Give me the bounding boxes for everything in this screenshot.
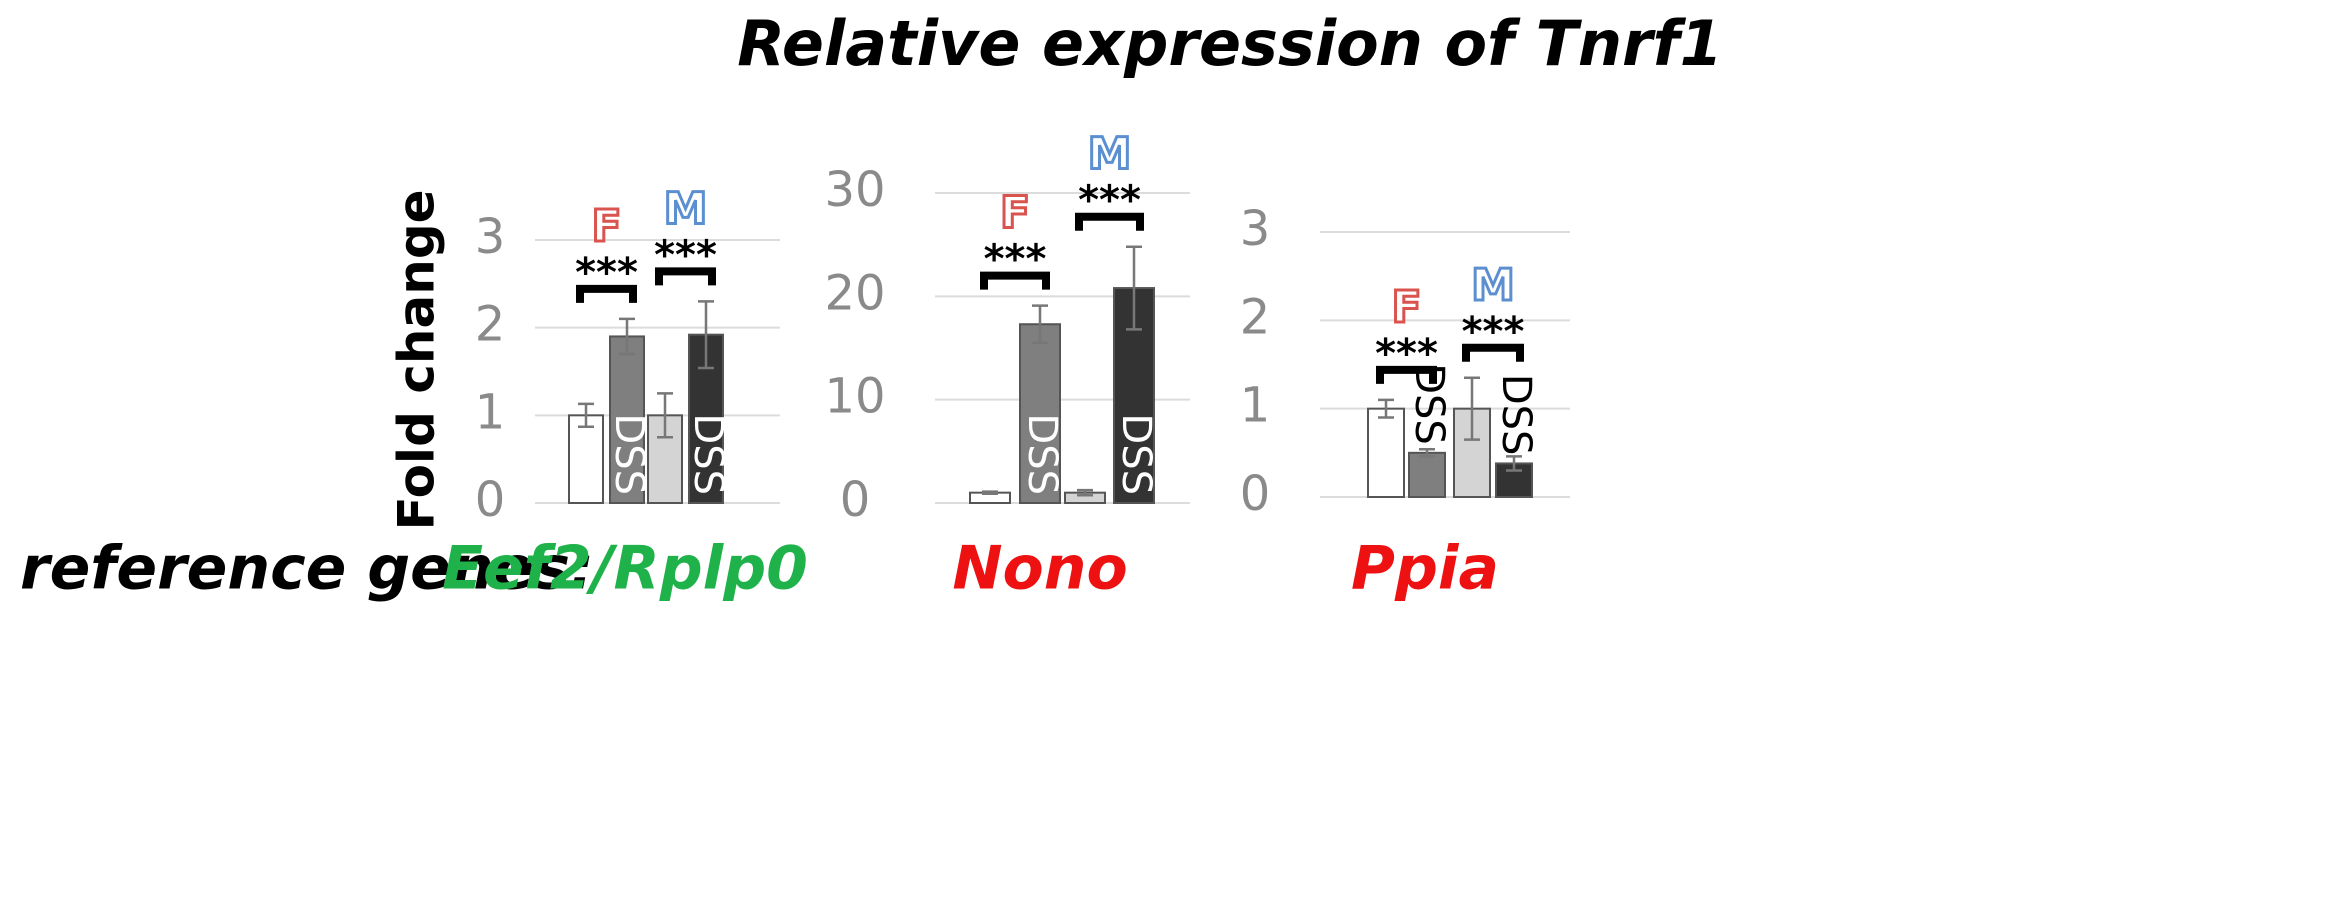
significance: *** bbox=[575, 250, 638, 296]
title: Relative expression of Tnrf1 bbox=[737, 7, 1722, 80]
reference-gene: Ppia bbox=[1351, 534, 1499, 604]
bar bbox=[568, 414, 604, 505]
y-tick-label: 3 bbox=[1240, 201, 1271, 257]
group-label: M bbox=[1471, 260, 1515, 311]
y-tick-label: 2 bbox=[475, 297, 506, 353]
error-bar bbox=[1464, 376, 1480, 441]
significance: *** bbox=[1078, 178, 1141, 224]
significance-bracket bbox=[1462, 343, 1524, 362]
significance: *** bbox=[1375, 331, 1438, 377]
significance: *** bbox=[654, 232, 717, 278]
error-bar bbox=[698, 300, 714, 370]
bar-label: DSS bbox=[606, 413, 652, 495]
significance-bracket bbox=[1075, 212, 1144, 231]
error-bar bbox=[1077, 488, 1093, 497]
bar bbox=[1019, 323, 1061, 504]
y-tick-label: 1 bbox=[1240, 378, 1271, 434]
reference-gene: Eef2/Rplp0 bbox=[442, 534, 808, 604]
significance: *** bbox=[984, 237, 1047, 283]
error-bar bbox=[619, 317, 635, 356]
bar bbox=[1367, 407, 1405, 498]
group-label: F bbox=[591, 201, 621, 252]
group-label: F bbox=[1000, 188, 1030, 239]
group-label: M bbox=[1088, 129, 1132, 180]
error-bar bbox=[1126, 245, 1142, 331]
y-tick-label: 0 bbox=[475, 472, 506, 528]
error-bar bbox=[1419, 448, 1435, 458]
y-axis-label: Fold change bbox=[388, 189, 446, 530]
error-bar bbox=[1378, 398, 1394, 419]
y-tick-label: 20 bbox=[824, 265, 885, 321]
significance-bracket bbox=[980, 271, 1050, 290]
error-bar bbox=[657, 392, 673, 439]
y-tick-label: 30 bbox=[824, 162, 885, 218]
error-bar bbox=[1032, 304, 1048, 345]
y-tick-label: 1 bbox=[475, 384, 506, 440]
y-tick-label: 3 bbox=[475, 209, 506, 265]
bar-label: DSS bbox=[685, 413, 731, 495]
significance: *** bbox=[1462, 309, 1525, 355]
bar-label: DSS bbox=[1493, 374, 1539, 456]
error-bar bbox=[982, 490, 998, 495]
y-tick-label: 0 bbox=[840, 472, 871, 528]
error-bar bbox=[578, 402, 594, 428]
significance-bracket bbox=[655, 267, 716, 286]
bar-label: DSS bbox=[1113, 413, 1159, 495]
bar bbox=[688, 333, 724, 504]
group-label: F bbox=[1391, 282, 1421, 333]
group-label: M bbox=[664, 183, 708, 234]
reference-gene: Nono bbox=[952, 534, 1127, 604]
reference-label: reference genes: bbox=[20, 534, 594, 604]
bar-label: DSS bbox=[1019, 413, 1065, 495]
significance-bracket bbox=[1376, 365, 1437, 384]
y-tick-label: 0 bbox=[1240, 466, 1271, 522]
y-tick-label: 2 bbox=[1240, 289, 1271, 345]
error-bar bbox=[1506, 455, 1522, 472]
bar bbox=[1408, 451, 1446, 499]
y-tick-label: 10 bbox=[824, 369, 885, 425]
significance-bracket bbox=[576, 284, 637, 303]
